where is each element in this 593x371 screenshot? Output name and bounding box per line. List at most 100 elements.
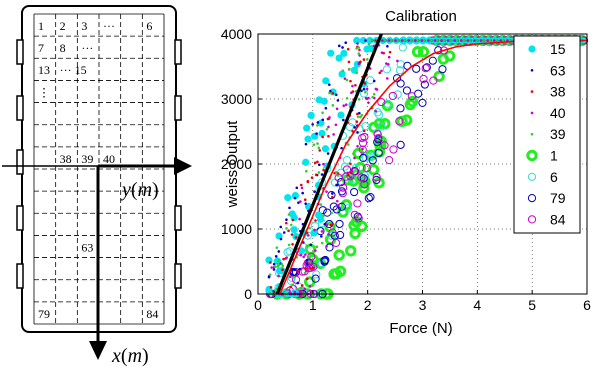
data-point: [305, 262, 309, 266]
data-point: [419, 74, 428, 84]
data-point: [320, 256, 329, 265]
data-point: [362, 87, 366, 91]
data-point: [305, 244, 309, 248]
data-point: [369, 151, 378, 160]
data-point: [313, 190, 316, 193]
data-point: [382, 65, 392, 74]
data-point: [320, 97, 328, 105]
data-point: [347, 60, 351, 64]
data-point: [337, 202, 346, 211]
data-point: [298, 217, 301, 221]
data-point: [368, 156, 377, 165]
legend-label: 79: [550, 190, 566, 206]
sensor-cell-label: 3: [81, 19, 87, 33]
data-point: [420, 80, 429, 89]
data-point: [328, 91, 331, 95]
data-point: [345, 96, 349, 100]
data-point: [395, 117, 404, 126]
y-tick-label: 0: [244, 286, 252, 302]
sensor-cell-labels: 1 2 3 ··· 6 7 8 ··· 13 ··· 15 ⋮ 38 39 40 63 79 84: [38, 19, 158, 321]
data-point: [337, 178, 346, 187]
y-tick-label: 1000: [221, 221, 252, 237]
data-point: [306, 180, 310, 184]
data-point: [304, 202, 307, 205]
calibration-chart: 0 1 2 3 4 5 6 0 1000 2000 3000 4000 Calibration For…: [221, 8, 591, 337]
data-point: [324, 106, 328, 110]
data-point: [462, 39, 466, 42]
data-point: [493, 39, 496, 42]
data-point: [272, 262, 276, 266]
legend-label: 84: [550, 211, 566, 227]
data-point: [389, 145, 398, 154]
data-point: [355, 120, 359, 123]
data-point: [284, 221, 288, 225]
data-point: [349, 162, 352, 166]
data-point: [291, 218, 295, 222]
data-point: [371, 95, 374, 99]
data-point: [326, 152, 330, 155]
diagram-x-axis-label: x(m): [111, 345, 149, 367]
data-point: [330, 223, 334, 226]
data-point: [316, 121, 320, 124]
data-point: [377, 122, 386, 131]
data-point: [380, 69, 383, 73]
data-point: [486, 39, 490, 42]
data-point: [289, 275, 292, 278]
data-point: [433, 39, 437, 42]
data-point: [374, 133, 383, 143]
data-point: [275, 232, 283, 240]
data-point: [317, 146, 321, 150]
data-point: [325, 223, 329, 227]
legend-marker: [530, 111, 534, 115]
legend-entry-63: 63: [530, 62, 566, 78]
data-point: [336, 199, 339, 203]
data-point: [422, 63, 431, 72]
data-point: [423, 39, 426, 42]
sensor-cell-label: 13: [38, 63, 50, 77]
legend-label: 1: [550, 148, 558, 164]
data-point: [367, 163, 380, 176]
data-point: [273, 257, 282, 265]
data-point: [365, 87, 369, 91]
legend-label: 6: [550, 169, 558, 185]
data-point: [334, 265, 347, 278]
data-point: [295, 186, 299, 190]
data-point: [372, 92, 376, 96]
data-point: [332, 133, 335, 136]
x-tick-label: 1: [309, 297, 317, 313]
data-point: [364, 39, 367, 42]
data-point: [383, 39, 387, 42]
data-point: [396, 140, 405, 149]
data-point: [291, 243, 294, 246]
data-point: [353, 126, 356, 129]
data-point: [380, 51, 384, 54]
sensor-cell-label: ···: [81, 41, 93, 55]
data-point: [367, 101, 370, 104]
data-point: [429, 39, 433, 42]
y-tick-label: 4000: [221, 26, 252, 42]
data-point: [327, 83, 331, 86]
data-point: [320, 241, 324, 245]
data-point: [396, 59, 399, 63]
chart-fit-lines: [275, 33, 587, 295]
data-point: [302, 158, 310, 166]
data-point: [307, 111, 315, 120]
data-point: [411, 46, 424, 58]
legend-label: 15: [550, 41, 566, 57]
y-tick-label: 2000: [221, 156, 252, 172]
data-point: [292, 275, 296, 279]
curve-fit-line: [279, 39, 587, 295]
data-point: [321, 118, 325, 122]
data-point: [359, 153, 368, 163]
sensor-cell-label: 84: [146, 307, 158, 321]
data-point: [387, 55, 391, 59]
data-point: [449, 39, 453, 42]
data-point: [313, 228, 316, 232]
data-point: [291, 275, 301, 284]
data-point: [300, 284, 304, 287]
legend-marker: [526, 149, 538, 162]
data-point: [358, 138, 368, 148]
legend-marker: [528, 45, 536, 53]
data-point: [304, 135, 312, 143]
